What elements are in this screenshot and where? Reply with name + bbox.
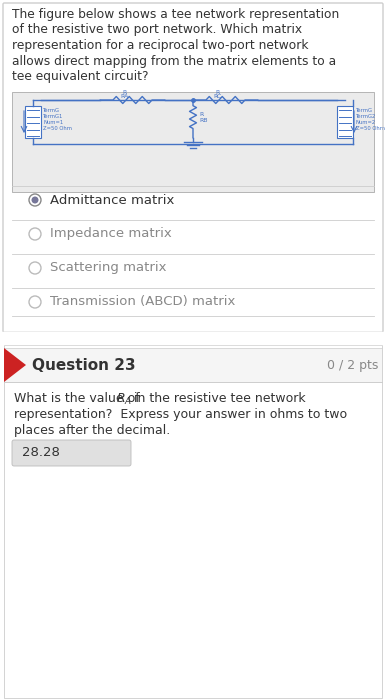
Text: TermG: TermG [43,108,60,113]
Polygon shape [4,348,26,382]
Text: of the resistive two port network. Which matrix: of the resistive two port network. Which… [12,24,302,36]
Text: TermG: TermG [356,108,373,113]
Text: Z=50 Ohm: Z=50 Ohm [43,126,72,131]
Text: $R_A$: $R_A$ [116,392,132,407]
Text: places after the decimal.: places after the decimal. [14,424,170,437]
Bar [337,106,353,138]
Text: R: R [123,90,127,95]
Text: Question 23: Question 23 [32,358,135,372]
Text: Z=50 Ohm: Z=50 Ohm [356,126,385,131]
Text: RC: RC [213,94,222,99]
Text: 28.28: 28.28 [22,447,60,459]
Text: 0 / 2 pts: 0 / 2 pts [327,358,378,372]
Text: Admittance matrix: Admittance matrix [50,193,174,206]
Text: RA: RA [120,94,129,99]
FancyBboxPatch shape [12,440,131,466]
Text: TermG1: TermG1 [43,114,63,119]
Bar [25,106,41,138]
Text: Num=1: Num=1 [43,120,63,125]
Text: The figure below shows a tee network representation: The figure below shows a tee network rep… [12,8,339,21]
FancyBboxPatch shape [3,3,383,333]
Text: RB: RB [199,118,208,123]
Text: R: R [199,113,203,118]
Text: What is the value of: What is the value of [14,392,144,405]
Bar [4,345,382,698]
Text: tee equivalent circuit?: tee equivalent circuit? [12,70,149,83]
Bar [4,348,382,382]
Text: TermG2: TermG2 [356,114,376,119]
Circle shape [32,197,39,204]
Text: Num=2: Num=2 [356,120,376,125]
Text: in the resistive tee network: in the resistive tee network [130,392,305,405]
Text: Impedance matrix: Impedance matrix [50,228,172,241]
Text: R: R [215,90,220,95]
Bar [12,92,374,192]
Text: representation for a reciprocal two-port network: representation for a reciprocal two-port… [12,39,308,52]
Text: representation?  Express your answer in ohms to two: representation? Express your answer in o… [14,408,347,421]
Text: allows direct mapping from the matrix elements to a: allows direct mapping from the matrix el… [12,55,336,67]
Text: Scattering matrix: Scattering matrix [50,262,166,274]
Text: Transmission (ABCD) matrix: Transmission (ABCD) matrix [50,295,235,309]
